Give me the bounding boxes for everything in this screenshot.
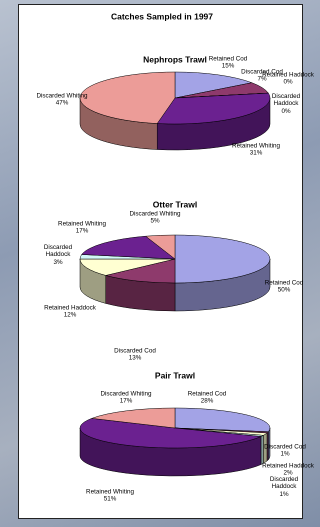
category-label: Retained Haddock (44, 305, 96, 312)
value-label: 31% (230, 150, 282, 157)
category-label: Discarded Whiting (100, 391, 152, 398)
value-label: 17% (56, 228, 108, 235)
category-label: Retained Haddock (262, 463, 314, 470)
value-label: 51% (84, 496, 136, 503)
value-label: 3% (32, 259, 84, 266)
value-label: 50% (258, 287, 310, 294)
chart-title: Otter Trawl (153, 199, 197, 209)
value-label: 1% (258, 491, 310, 498)
pie-slice (175, 408, 270, 432)
category-label: Discarded Whiting (36, 93, 88, 100)
category-label: Retained Cod (181, 391, 233, 398)
category-label: Discarded Haddock (260, 93, 312, 108)
category-label: Retained Haddock (262, 72, 314, 79)
category-label: Retained Whiting (230, 143, 282, 150)
category-label: Retained Cod (258, 280, 310, 287)
category-label: Discarded Haddock (32, 244, 84, 259)
value-label: 1% (259, 451, 311, 458)
value-label: 0% (262, 79, 314, 86)
value-label: 17% (100, 398, 152, 405)
category-label: Discarded Cod (259, 444, 311, 451)
value-label: 0% (260, 108, 312, 115)
value-label: 28% (181, 398, 233, 405)
value-label: 13% (109, 355, 161, 362)
category-label: Discarded Haddock (258, 476, 310, 491)
chart-title: Nephrops Trawl (143, 54, 207, 64)
value-label: 47% (36, 100, 88, 107)
page-title: Catches Sampled in 1997 (111, 11, 213, 21)
chart-title: Pair Trawl (155, 370, 195, 380)
category-label: Retained Whiting (84, 489, 136, 496)
value-label: 5% (129, 218, 181, 225)
category-label: Discarded Whiting (129, 211, 181, 218)
value-label: 12% (44, 312, 96, 319)
category-label: Retained Whiting (56, 221, 108, 228)
category-label: Retained Cod (202, 56, 254, 63)
page: Catches Sampled in 1997 Nephrops Trawl Ot… (0, 0, 310, 527)
category-label: Discarded Cod (109, 348, 161, 355)
